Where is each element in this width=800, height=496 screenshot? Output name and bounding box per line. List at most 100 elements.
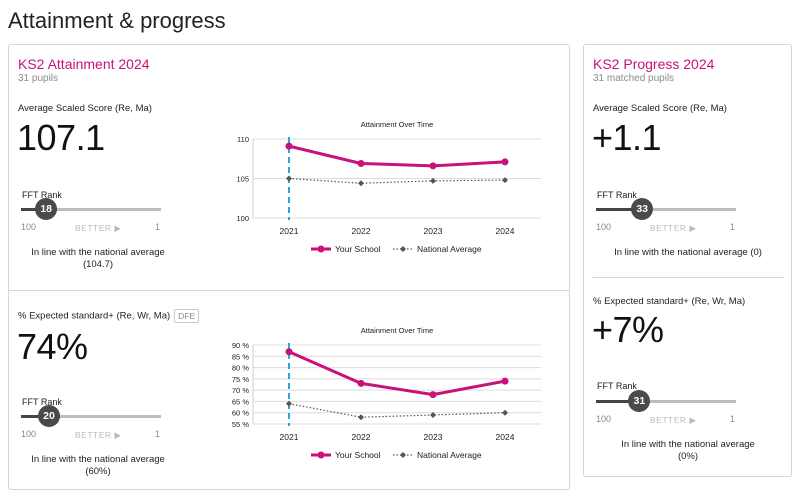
rank-better-label: BETTER ▶ [75,223,122,233]
fft-rank-badge: 20 [38,405,60,427]
legend-label-school: Your School [335,450,381,460]
progress-scaled-summary: In line with the national average (0) [590,247,786,259]
summary-line: In line with the national average [31,454,165,465]
attainment-card: KS2 Attainment 2024 31 pupils Average Sc… [8,44,570,490]
fft-rank-track: 20 [21,405,161,427]
x-tick-label: 2024 [496,432,515,442]
expected-standard-label: % Expected standard+ (Re, Wr, Ma) [593,296,746,307]
national-average-line [288,403,506,418]
scaled-summary: In line with the national average (104.7… [23,247,173,271]
fft-rank-badge: 18 [35,198,58,220]
y-tick-label: 55 % [232,420,249,429]
y-tick-label: 100 [236,214,249,223]
fft-rank-label: FFT Rank [597,190,637,200]
your-school-point [357,379,365,387]
your-school-point [357,159,365,167]
your-school-point [285,348,293,356]
expected-standard-text: % Expected standard+ (Re, Wr, Ma) [18,310,171,322]
scaled-score-label: Average Scaled Score (Re, Ma) [593,103,727,114]
fft-rank-label: FFT Rank [22,397,62,407]
attainment-chart-scaled: Attainment Over Time 100 105 110 2021 2022 202… [236,120,541,254]
your-school-point [501,158,509,166]
x-tick-label: 2022 [352,226,371,236]
section-divider [592,277,784,278]
y-tick-label: 70 % [232,386,249,395]
chart-title: Attainment Over Time [361,120,434,129]
rank-high-label: 1 [730,222,736,232]
national-average-point [358,180,364,187]
national-average-point [430,411,436,418]
y-tick-label: 80 % [232,364,249,373]
rank-low-label: 100 [596,414,612,424]
national-average-line [288,177,506,184]
x-tick-label: 2021 [280,226,299,236]
national-average-point [286,175,292,182]
y-tick-label: 60 % [232,409,249,418]
summary-line: In line with the national average [31,247,165,258]
national-average-point [430,177,436,184]
progress-expected-value: +7% [592,309,664,350]
y-tick-label: 90 % [232,341,249,350]
chart-title: Attainment Over Time [361,326,434,335]
fft-rank-track: 31 [596,390,736,412]
progress-card: KS2 Progress 2024 31 matched pupils Aver… [583,44,792,477]
progress-scaled-value: +1.1 [592,117,662,158]
y-tick-label: 65 % [232,397,249,406]
legend-label-national: National Average [417,244,482,254]
summary-line: (60%) [85,466,111,477]
your-school-point [429,391,437,399]
national-average-point [286,400,292,407]
attainment-title: KS2 Attainment 2024 [18,56,150,72]
page-title: Attainment & progress [8,8,226,33]
rank-high-label: 1 [155,222,161,232]
rank-better-label: BETTER ▶ [650,223,697,233]
summary-line: (0%) [677,451,699,462]
fft-rank-track: 18 [21,198,161,220]
progress-title: KS2 Progress 2024 [593,56,715,72]
x-tick-label: 2021 [280,432,299,442]
rank-low-label: 100 [596,222,612,232]
summary-line: In line with the national average (0) [614,247,762,258]
fft-rank-fill [21,208,47,211]
section-divider [9,290,569,291]
scaled-score-value: 107.1 [17,117,105,158]
progress-subtitle: 31 matched pupils [593,73,675,84]
expected-standard-value: 74% [17,326,88,367]
x-tick-label: 2023 [424,432,443,442]
national-average-point [502,409,508,416]
fft-rank-fill [21,415,49,418]
national-average-point [502,177,508,184]
your-school-line [288,350,506,397]
y-tick-label: 85 % [232,352,249,361]
attainment-chart-expected: Attainment Over Time 55 % 60 % 65 % 70 % 75 %… [232,326,541,460]
legend-marker-school [317,245,325,253]
expected-standard-label: % Expected standard+ (Re, Wr, Ma) DFE [18,309,200,323]
y-tick-label: 75 % [232,375,249,384]
y-tick-label: 110 [237,135,249,144]
summary-line: (104.7) [82,259,114,270]
dfe-badge: DFE [174,309,200,323]
x-tick-label: 2022 [352,432,371,442]
legend-label-national: National Average [417,450,482,460]
x-tick-label: 2024 [496,226,515,236]
legend-label-school: Your School [335,244,381,254]
expected-summary: In line with the national average (60%) [23,454,173,478]
summary-line: In line with the national average [621,439,755,450]
rank-high-label: 1 [730,414,736,424]
fft-rank-label: FFT Rank [22,190,62,200]
rank-better-label: BETTER ▶ [650,415,697,425]
attainment-subtitle: 31 pupils [18,73,59,84]
fft-rank-fill [596,400,640,403]
x-tick-label: 2023 [424,226,443,236]
fft-rank-label: FFT Rank [597,381,637,391]
your-school-line [288,144,506,168]
your-school-point [285,142,293,150]
fft-rank-badge: 31 [628,390,651,412]
fft-rank-track: 33 [596,198,736,220]
national-average-point [358,414,364,421]
fft-rank-badge: 33 [631,198,654,220]
your-school-point [429,162,437,170]
legend-marker-national [400,246,406,252]
your-school-point [501,377,509,385]
fft-rank-fill [596,208,643,211]
